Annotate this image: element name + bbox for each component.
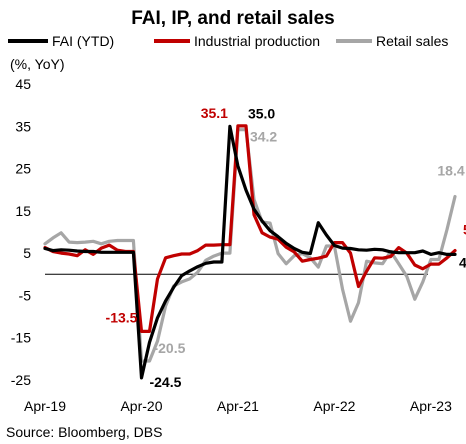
series-line-fai-ytd [43,124,457,380]
data-label: 35.1 [201,105,228,121]
y-tick-label: 45 [15,76,31,92]
y-tick-label: 5 [23,245,31,261]
chart-title: FAI, IP, and retail sales [131,8,334,29]
legend-label: FAI (YTD) [52,33,114,49]
legend-label: Industrial production [194,33,320,49]
y-tick-label: -25 [11,372,31,388]
y-tick-label: -15 [11,330,31,346]
data-label: 34.2 [250,129,277,145]
x-axis: Apr-19 Apr-20 Apr-21 Apr-22 Apr-23 [24,398,452,414]
data-label: 5.6 [463,222,466,238]
data-label: -20.5 [153,340,185,356]
y-tick-label: 15 [15,203,31,219]
plot-lines [43,124,457,380]
data-label: 35.0 [248,105,275,121]
x-tick-label: Apr-19 [24,398,66,414]
data-label: 4.7 [459,254,466,270]
y-tick-label: -5 [19,287,32,303]
legend: FAI (YTD) Industrial production Retail sal… [8,33,448,49]
annotations: 35.1 35.0 34.2 -13.5 -20.5 -24.5 18.4 5.6 4.7 [106,105,466,390]
y-tick-label: 35 [15,118,31,134]
y-tick-label: 25 [15,161,31,177]
source-note: Source: Bloomberg, DBS [6,424,162,440]
legend-label: Retail sales [376,33,448,49]
x-tick-label: Apr-20 [120,398,162,414]
x-tick-label: Apr-22 [313,398,355,414]
series-line-industrial-production [43,124,457,333]
data-label: -24.5 [149,374,181,390]
x-tick-label: Apr-21 [217,398,259,414]
y-axis: -25 -15 -5 5 15 25 35 45 [11,76,428,388]
data-label: -13.5 [106,309,138,325]
data-label: 18.4 [437,162,464,178]
unit-label: (%, YoY) [10,56,64,72]
x-tick-label: Apr-23 [410,398,452,414]
